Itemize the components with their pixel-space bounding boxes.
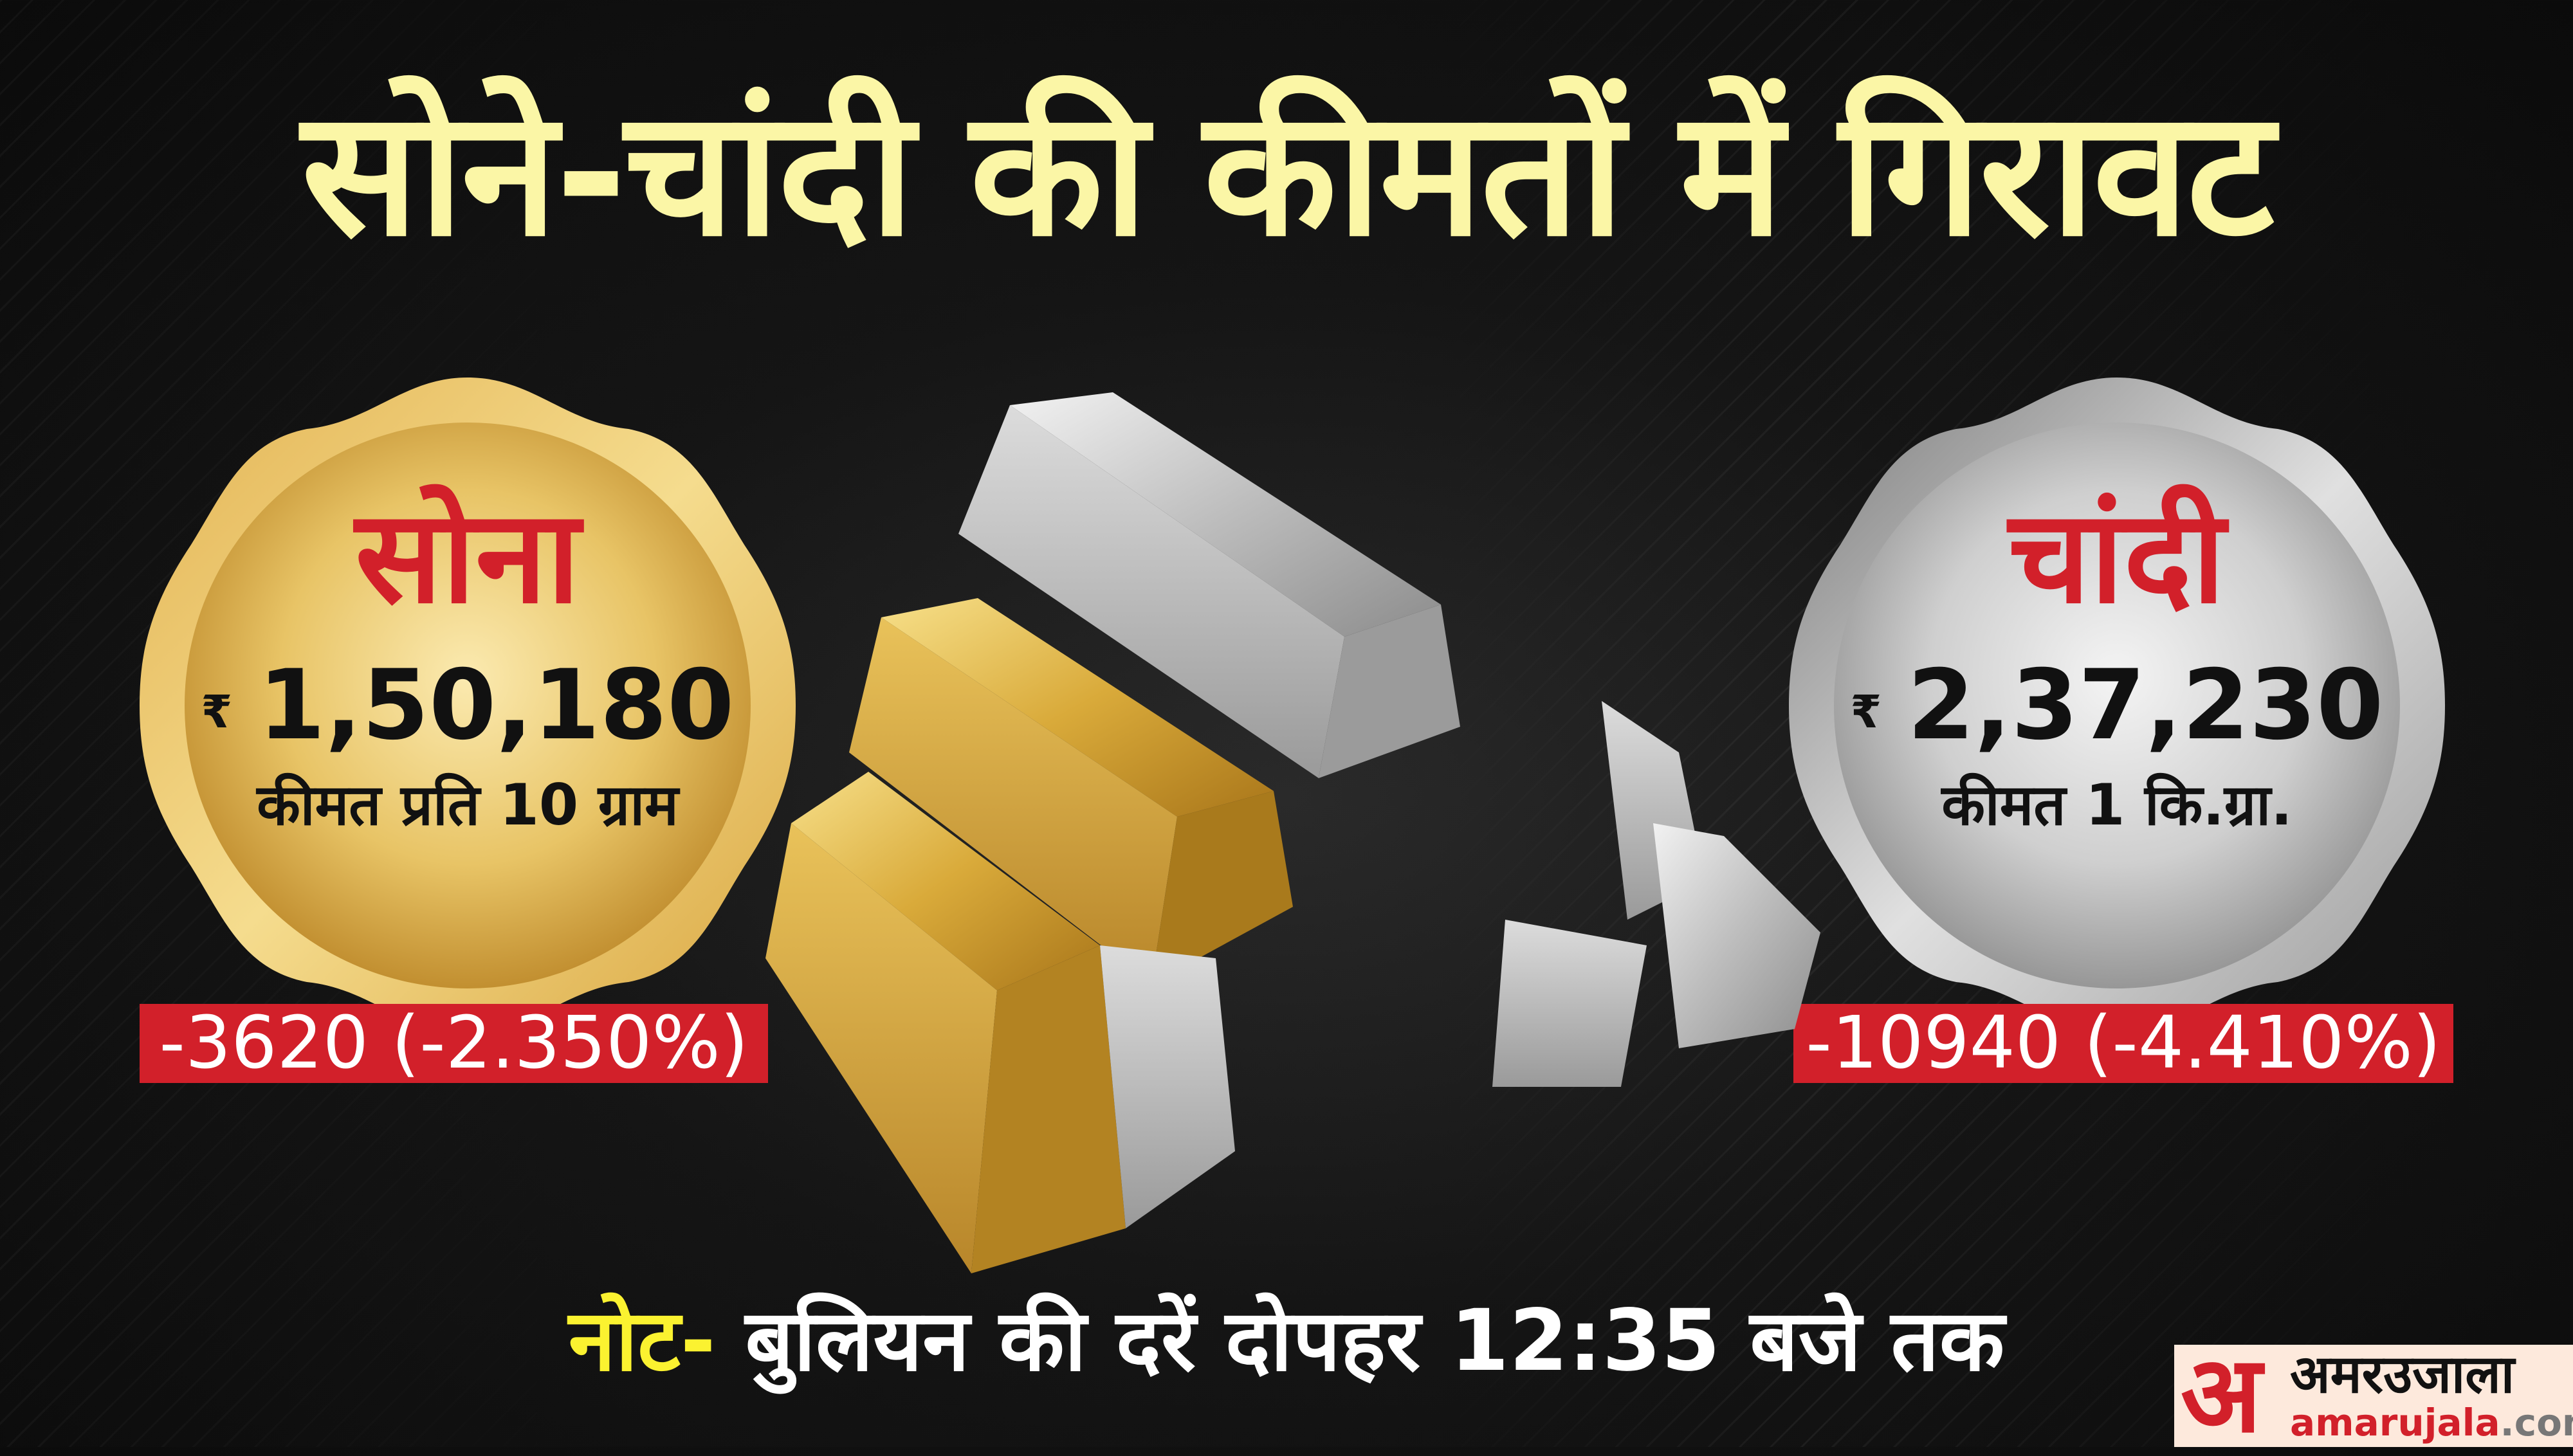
note: नोट- बुलियन की दरें दोपहर 12:35 बजे तक [0,1293,2573,1389]
amarujala-logo: अ अमरउजाला amarujala.com [2174,1340,2573,1449]
gold-price-value: 1,50,180 [258,650,735,761]
gold-silver-bars-image [765,392,1820,1273]
gold-label: सोना [355,482,580,632]
logo-site-name: amarujala [2290,1401,2500,1444]
gold-unit: कीमत प्रति 10 ग्राम [257,772,679,838]
silver-price: ₹2,37,230 [1763,648,2471,770]
silver-price-value: 2,37,230 [1907,650,2384,761]
gold-seal-icon [140,378,796,1033]
logo-mark: अ [2181,1333,2262,1456]
note-text: बुलियन की दरें दोपहर 12:35 बजे तक [745,1291,2005,1390]
logo-site: amarujala.com [2290,1403,2573,1442]
logo-tld: .com [2500,1401,2573,1444]
gold-price: ₹1,50,180 [114,648,821,770]
silver-unit: कीमत 1 कि.ग्रा. [1941,772,2293,838]
silver-label: चांदी [2008,482,2226,632]
gold-change: -3620 (-2.350%) [140,1004,768,1083]
note-label: नोट- [568,1291,716,1390]
silver-change: -10940 (-4.410%) [1793,1004,2453,1083]
rupee-icon: ₹ [201,685,233,738]
rupee-icon: ₹ [1850,685,1882,738]
silver-badge: चांदी ₹2,37,230 कीमत 1 कि.ग्रा. [1763,352,2471,1059]
gold-badge: सोना ₹1,50,180 कीमत प्रति 10 ग्राम [114,352,821,1059]
logo-hindi: अमरउजाला [2290,1344,2515,1405]
headline: सोने-चांदी की कीमतों में गिरावट [301,72,2275,275]
silver-seal-icon [1789,378,2445,1033]
